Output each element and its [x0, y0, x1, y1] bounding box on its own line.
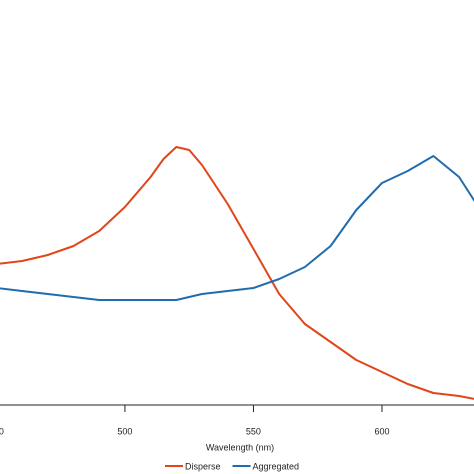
- legend-label: Aggregated: [253, 461, 300, 471]
- x-tick-label: 500: [117, 426, 132, 436]
- legend-label: Disperse: [185, 461, 221, 471]
- x-tick-label: 450: [0, 426, 4, 436]
- series-line: [0, 146, 474, 400]
- series-line: [0, 155, 474, 301]
- x-tick-label: 600: [374, 426, 389, 436]
- x-tick-label: 550: [246, 426, 261, 436]
- x-axis-label: Wavelength (nm): [206, 442, 274, 452]
